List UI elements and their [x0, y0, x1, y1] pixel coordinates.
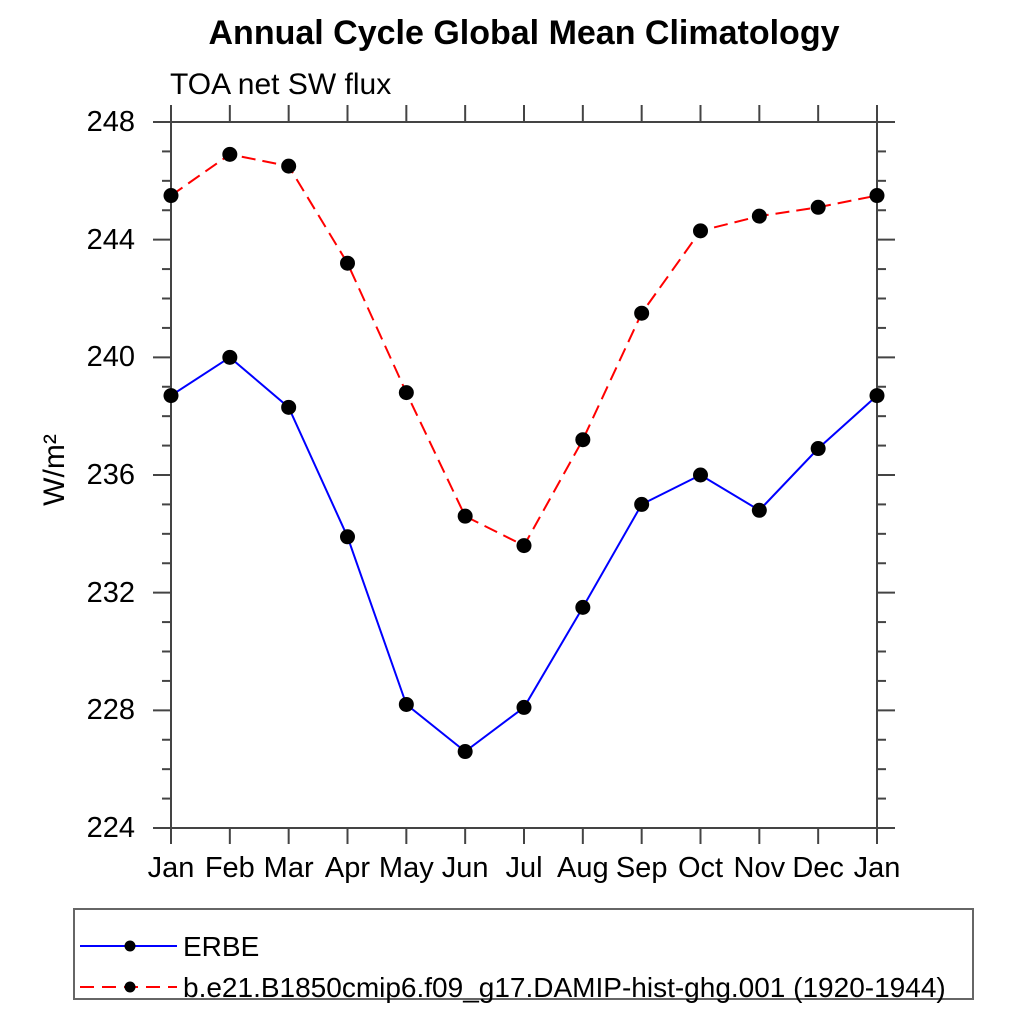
data-point-marker: [693, 223, 708, 239]
x-tick-label: May: [378, 852, 434, 884]
y-tick-label: 236: [86, 459, 135, 491]
y-tick-label: 248: [86, 106, 135, 138]
data-point-marker: [751, 502, 767, 518]
y-tick-label: 232: [86, 576, 135, 609]
data-point-marker: [634, 496, 650, 512]
data-point-marker: [457, 744, 473, 760]
x-tick-label: Mar: [263, 852, 314, 884]
y-tick-label: 228: [86, 694, 135, 727]
legend-label-erbe: ERBE: [183, 931, 260, 962]
y-tick-label: 244: [86, 223, 135, 256]
legend: ERBE b.e21.B1850cmip6.f09_g17.DAMIP-hist…: [73, 908, 974, 1003]
data-point-marker: [516, 538, 532, 554]
plot-box: [170, 121, 878, 829]
data-point-marker: [163, 388, 179, 404]
x-tick-label: Jun: [441, 852, 489, 884]
x-tick-label: Sep: [615, 852, 668, 884]
data-point-marker: [575, 599, 591, 615]
data-point-marker: [516, 699, 532, 715]
legend-line-sample-erbe: [80, 940, 177, 952]
x-tick-label: Nov: [733, 852, 786, 884]
chart-subtitle: TOA net SW flux: [170, 68, 392, 101]
series-line-1: [170, 153, 878, 547]
legend-marker-icon: [124, 940, 136, 952]
data-point-marker: [163, 188, 179, 204]
data-point-marker: [693, 467, 708, 483]
x-tick-label: Jan: [147, 852, 195, 884]
data-point-marker: [751, 208, 767, 224]
legend-label-model: b.e21.B1850cmip6.f09_g17.DAMIP-hist-ghg.…: [183, 972, 946, 1003]
x-tick-label: Oct: [677, 852, 724, 884]
data-point-marker: [869, 388, 885, 404]
x-tick-label: Jul: [505, 852, 543, 884]
data-point-marker: [869, 188, 885, 204]
data-point-marker: [222, 349, 238, 365]
y-tick-label: 240: [86, 341, 135, 374]
x-tick-label: Apr: [324, 852, 371, 884]
series-line-0: [170, 356, 878, 753]
data-point-marker: [222, 146, 238, 162]
data-point-marker: [398, 696, 414, 712]
data-point-marker: [340, 529, 355, 545]
data-point-marker: [281, 158, 297, 174]
data-point-marker: [398, 385, 414, 401]
x-tick-label: Dec: [792, 852, 844, 884]
data-point-marker: [457, 508, 473, 524]
data-point-marker: [575, 432, 591, 448]
chart-title: Annual Cycle Global Mean Climatology: [208, 14, 840, 52]
x-tick-label: Feb: [204, 852, 255, 884]
data-point-marker: [340, 255, 355, 271]
legend-marker-icon: [124, 981, 136, 993]
legend-line-sample-model: [80, 981, 177, 993]
data-point-marker: [810, 441, 826, 457]
data-point-marker: [281, 399, 297, 415]
data-point-marker: [634, 305, 650, 321]
y-tick-label: 224: [86, 812, 135, 844]
x-tick-label: Aug: [557, 852, 609, 884]
x-tick-label: Jan: [853, 852, 901, 884]
data-point-marker: [810, 199, 826, 215]
